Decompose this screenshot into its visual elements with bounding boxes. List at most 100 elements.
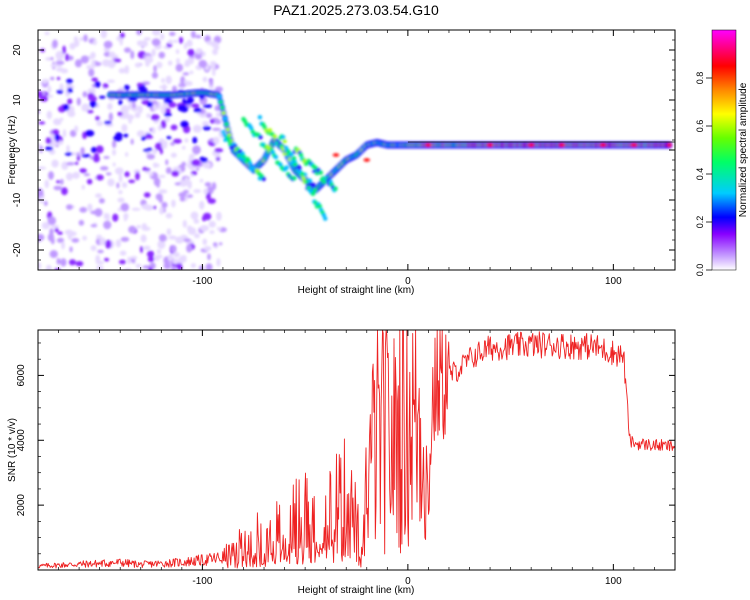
spectral-blob <box>558 143 566 147</box>
spectral-blob <box>105 172 112 176</box>
spectral-blob <box>206 186 214 195</box>
top-y-tick-label: 0 <box>12 147 23 153</box>
spectral-blob <box>141 203 150 210</box>
spectral-blob <box>175 63 184 72</box>
spectral-blob <box>112 162 116 167</box>
spectral-blob <box>81 184 85 190</box>
spectral-blob <box>219 105 225 110</box>
spectral-blob <box>202 121 210 127</box>
colorbar-label: Normalized spectral amplitude <box>738 82 749 217</box>
spectral-blob <box>149 172 154 177</box>
spectral-blob <box>187 48 195 57</box>
spectral-blob <box>167 253 174 262</box>
spectral-blob <box>90 210 99 215</box>
spectral-blob <box>158 174 166 178</box>
spectral-blob <box>143 245 151 251</box>
spectral-blob <box>108 112 113 122</box>
bottom-y-tick-label: 2000 <box>16 494 27 517</box>
spectral-blob <box>199 200 205 210</box>
spectral-blob <box>123 212 129 220</box>
spectral-blob <box>131 207 141 211</box>
spectral-blob <box>99 166 109 171</box>
top-x-tick-label: 0 <box>405 276 411 287</box>
spectral-blob <box>45 146 54 151</box>
spectral-blob <box>165 159 169 166</box>
spectral-blob <box>158 234 167 242</box>
spectral-blob <box>49 250 58 259</box>
spectral-blob <box>95 174 104 181</box>
spectral-blob <box>282 139 287 144</box>
spectral-blob <box>121 123 128 132</box>
heatmap-layer <box>38 30 675 270</box>
spectral-blob <box>148 267 153 270</box>
spectral-blob <box>304 179 309 184</box>
spectral-blob <box>310 182 316 187</box>
bottom-y-axis-label: SNR (10 * v/v) <box>7 418 18 482</box>
spectral-blob <box>267 128 273 133</box>
spectral-blob <box>39 145 43 154</box>
spectral-blob <box>209 119 215 124</box>
spectral-blob <box>99 237 107 246</box>
spectral-blob <box>50 224 60 229</box>
spectral-blob <box>178 83 187 87</box>
spectral-blob <box>190 211 199 220</box>
spectral-blob <box>103 40 113 49</box>
spectral-blob <box>67 110 76 118</box>
spectral-blob <box>207 198 216 204</box>
spectral-blob <box>193 218 200 224</box>
spectral-blob <box>107 178 115 187</box>
spectral-blob <box>160 33 165 41</box>
spectral-blob <box>213 136 220 145</box>
spectral-blob <box>75 260 84 267</box>
spectral-blob <box>132 101 136 109</box>
spectral-blob <box>137 105 143 114</box>
spectral-blob <box>198 59 208 68</box>
spectral-blob <box>61 241 65 250</box>
spectral-blob <box>65 53 70 62</box>
spectral-blob <box>202 212 212 221</box>
spectral-blob <box>156 249 162 254</box>
spectral-blob <box>215 157 221 161</box>
spectral-blob <box>242 119 248 124</box>
spectral-blob <box>49 76 55 81</box>
spectral-blob <box>146 153 155 160</box>
spectral-blob <box>45 264 52 270</box>
spectral-blob <box>69 246 73 253</box>
spectral-blob <box>85 129 95 137</box>
spectral-blob <box>168 235 177 240</box>
spectral-blob <box>218 99 223 105</box>
spectral-blob <box>113 58 122 63</box>
spectral-blob <box>86 65 92 70</box>
spectral-blob <box>165 212 173 219</box>
spectral-blob <box>192 136 198 144</box>
spectral-blob <box>137 87 148 91</box>
spectral-blob <box>65 172 74 181</box>
spectral-blob <box>175 49 180 55</box>
spectral-blob <box>262 125 268 130</box>
spectral-blob <box>95 145 104 154</box>
colorbar-tick-label: 0.0 <box>695 264 705 277</box>
spectral-blob <box>159 85 168 89</box>
spectral-blob <box>317 204 323 209</box>
spectral-blob <box>91 59 96 69</box>
spectral-blob <box>307 178 313 183</box>
spectral-blob <box>158 51 166 59</box>
spectral-blob <box>64 152 73 156</box>
spectral-blob <box>141 226 151 231</box>
spectral-blob <box>119 115 128 119</box>
spectral-blob <box>103 257 110 262</box>
spectral-blob <box>214 105 221 112</box>
spectral-blob <box>191 103 200 108</box>
spectral-blob <box>67 231 73 241</box>
spectral-blob <box>299 171 305 177</box>
spectral-blob <box>59 117 64 122</box>
spectral-blob <box>202 76 208 83</box>
spectral-blob <box>203 246 212 251</box>
spectral-blob <box>173 39 179 43</box>
spectral-blob <box>72 171 80 179</box>
spectral-blob <box>154 142 163 151</box>
spectral-blob <box>119 36 123 46</box>
spectral-blob <box>186 39 193 47</box>
spectral-blob <box>38 262 42 270</box>
spectral-blob <box>162 102 169 109</box>
